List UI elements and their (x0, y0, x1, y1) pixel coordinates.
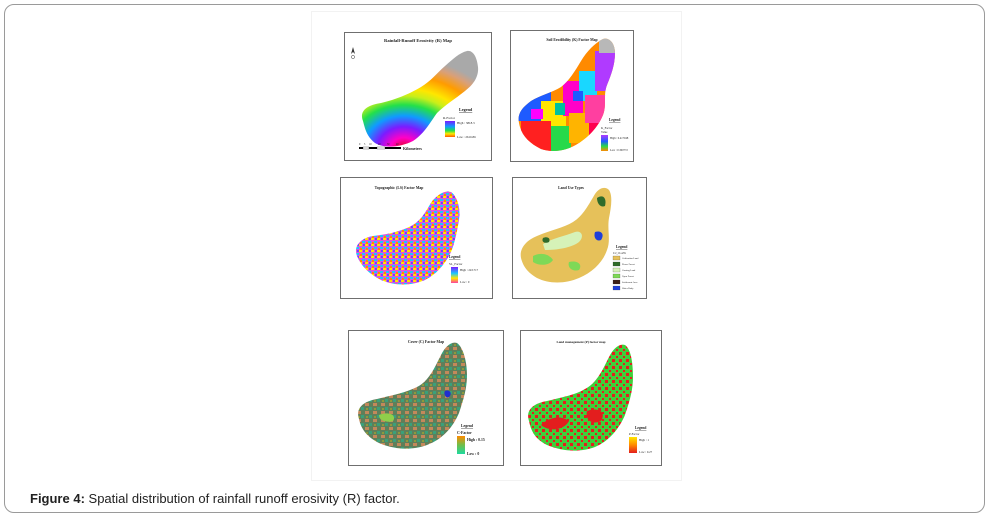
map-title: Soil Erodibility (K) Factor Map (546, 38, 597, 42)
svg-text:Legend: Legend (635, 426, 646, 430)
figure-caption: Figure 4: Spatial distribution of rainfa… (30, 491, 400, 506)
map-title: Land Use Types (558, 186, 584, 190)
legend-item-settlement-area: Settlement Area (612, 279, 638, 285)
svg-text:High : 1: High : 1 (639, 438, 649, 442)
map-title: Topographic (LS) Factor Map (375, 186, 424, 190)
map-panel-c-factor: Cover (C) Factor Map Legend C-Factor Hig… (348, 330, 504, 466)
svg-text:Low : 0: Low : 0 (460, 280, 470, 284)
svg-text:Water Body: Water Body (622, 287, 634, 290)
svg-text:Dense Forest: Dense Forest (622, 263, 635, 266)
svg-text:High : 0.15: High : 0.15 (467, 438, 485, 442)
caption-text: Spatial distribution of rainfall runoff … (84, 491, 400, 506)
map-panel-k-factor: Soil Erodibility (K) Factor Map Lege (510, 30, 634, 162)
svg-text:LU_CLASS: LU_CLASS (613, 252, 626, 255)
svg-text:P-Factor: P-Factor (629, 432, 639, 436)
figure-image: Rainfall-Runoff Erosivity (R) Map Legend… (312, 12, 681, 480)
svg-text:Low : 0.27: Low : 0.27 (639, 450, 653, 454)
p-factor-map: Land management (P) factor map Legend P-… (528, 340, 653, 454)
svg-text:Grazing Land: Grazing Land (622, 269, 636, 272)
svg-text:Value: Value (601, 131, 608, 134)
svg-text:High : 0.417048: High : 0.417048 (610, 137, 629, 140)
svg-text:10: 10 (369, 143, 372, 146)
map-panel-land-use: Land Use Types Legend LU_CLASS Cultivati… (512, 177, 647, 299)
svg-text:Legend: Legend (461, 424, 474, 428)
map-title: Rainfall-Runoff Erosivity (R) Map (384, 38, 452, 43)
land-use-map: Land Use Types Legend LU_CLASS Cultivati… (520, 186, 639, 291)
svg-text:Low : 0: Low : 0 (467, 452, 479, 456)
svg-text:Settlement Area: Settlement Area (622, 281, 638, 284)
legend-item-open-forest: Open Forest (612, 273, 634, 279)
svg-text:Low : 0.300772: Low : 0.300772 (610, 149, 628, 152)
svg-text:Legend: Legend (449, 255, 460, 259)
map-legend: Legend C-Factor High : 0.15 Low : 0 (457, 424, 485, 456)
ls-factor-map: Topographic (LS) Factor Map Legend SL_Fa… (355, 186, 479, 285)
figure-label: Figure 4: (30, 491, 85, 506)
k-factor-map: Soil Erodibility (K) Factor Map Lege (518, 38, 629, 152)
c-factor-map: Cover (C) Factor Map Legend C-Factor Hig… (358, 340, 485, 456)
svg-text:C-Factor: C-Factor (457, 431, 472, 435)
north-arrow-icon (351, 47, 355, 59)
map-legend: Legend R-Factor High : 3818.3 Low : 2616… (443, 107, 476, 139)
svg-text:5: 5 (364, 143, 366, 146)
r-factor-map: Rainfall-Runoff Erosivity (R) Map Legend… (351, 38, 479, 151)
map-legend: Legend SL_Factor High : 243.717 Low : 0 (449, 255, 479, 284)
map-title: Land management (P) factor map (556, 340, 605, 344)
svg-text:Open Forest: Open Forest (622, 275, 634, 278)
svg-text:Legend: Legend (616, 245, 627, 249)
svg-text:Cultivation Land: Cultivation Land (622, 257, 639, 260)
scale-bar: Kilometers 0 5 10 20 30 40 (359, 143, 422, 151)
map-legend: Legend LU_CLASS Cultivation Land Dense F… (612, 245, 639, 291)
svg-text:40: 40 (396, 143, 399, 146)
svg-text:High : 243.717: High : 243.717 (460, 268, 479, 272)
svg-text:SL_Factor: SL_Factor (449, 262, 463, 266)
map-panel-ls-factor: Topographic (LS) Factor Map Legend SL_Fa… (340, 177, 493, 299)
map-legend: Legend K_Factor Value High : 0.417048 Lo… (601, 118, 629, 152)
map-legend: Legend P-Factor High : 1 Low : 0.27 (629, 426, 653, 454)
legend-item-dense-forest: Dense Forest (612, 261, 635, 267)
svg-text:High : 3818.3: High : 3818.3 (457, 121, 475, 125)
svg-text:0: 0 (359, 143, 361, 146)
map-panel-p-factor: Land management (P) factor map Legend P-… (520, 330, 662, 466)
map-panel-r-factor: Rainfall-Runoff Erosivity (R) Map Legend… (344, 32, 492, 161)
legend-item-grazing-land: Grazing Land (612, 267, 636, 273)
svg-text:30: 30 (387, 143, 390, 146)
map-title: Cover (C) Factor Map (408, 340, 444, 344)
svg-text:Legend: Legend (609, 118, 620, 122)
svg-text:R-Factor: R-Factor (443, 116, 456, 120)
svg-text:Kilometers: Kilometers (403, 146, 422, 151)
svg-text:Low : 2616.86: Low : 2616.86 (457, 135, 476, 139)
svg-text:20: 20 (378, 143, 381, 146)
legend-item-cultivation-land: Cultivation Land (612, 255, 639, 261)
svg-text:K_Factor: K_Factor (601, 126, 612, 130)
svg-text:Legend: Legend (459, 107, 473, 112)
legend-item-water-body: Water Body (612, 285, 634, 291)
